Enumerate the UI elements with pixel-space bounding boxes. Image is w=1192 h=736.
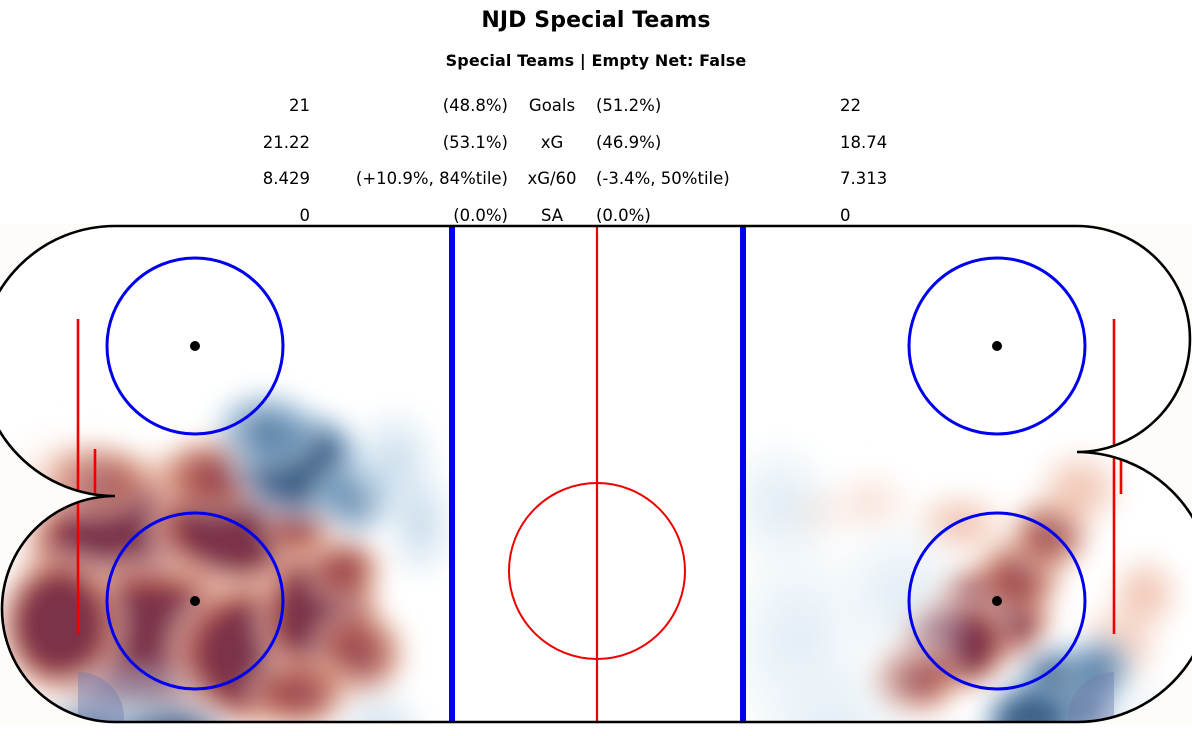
crease-right: [1068, 672, 1114, 722]
center-circle: [508, 482, 686, 660]
stat-right-value: 22: [840, 96, 861, 115]
faceoff-dot-right-bottom: [992, 596, 1002, 606]
table-row: 8.429 (+10.9%, 84%tile) xG/60 (-3.4%, 50…: [0, 161, 1192, 198]
table-row: 21 (48.8%) Goals (51.2%) 22: [0, 88, 1192, 125]
stat-left-pct: (48.8%): [442, 96, 508, 115]
stat-right-value: 18.74: [840, 132, 888, 152]
stat-left-pct: (0.0%): [453, 205, 508, 225]
page-title: NJD Special Teams: [481, 8, 711, 33]
stat-left-value: 0: [299, 205, 311, 225]
stats-table: 21 (48.8%) Goals (51.2%) 22 21.22 (53.1%…: [0, 88, 1192, 234]
stat-right-value: 0: [840, 205, 851, 225]
stat-label: Goals: [528, 96, 576, 115]
faceoff-circle-right-bottom: [907, 511, 1087, 691]
stat-right-pct: (0.0%): [596, 205, 651, 225]
stat-right-value: 7.313: [840, 169, 888, 188]
rink-boundary: [0, 224, 1192, 724]
faceoff-dot-left-bottom: [190, 596, 200, 606]
faceoff-dot-right-top: [992, 341, 1002, 351]
stat-left-value: 21: [289, 96, 310, 115]
stat-label: SA: [540, 205, 564, 225]
stat-label: xG/60: [527, 169, 577, 188]
page-subtitle: Special Teams | Empty Net: False: [445, 51, 747, 70]
stat-left-pct: (53.1%): [442, 132, 508, 152]
faceoff-circle-right-top: [907, 256, 1087, 436]
stat-left-value: 8.429: [262, 169, 310, 188]
crease-left: [78, 672, 124, 722]
table-row: 0 (0.0%) SA (0.0%) 0: [0, 198, 1192, 235]
ice-surface: [0, 226, 1192, 722]
stat-right-pct: (-3.4%, 50%tile): [596, 169, 730, 188]
stat-right-pct: (46.9%): [596, 132, 662, 152]
rink-heatmap: [0, 224, 1192, 724]
stat-label: xG: [540, 132, 564, 152]
table-row: 21.22 (53.1%) xG (46.9%) 18.74: [0, 125, 1192, 162]
faceoff-dot-left-top: [190, 341, 200, 351]
stat-right-pct: (51.2%): [596, 96, 662, 115]
faceoff-circle-left-top: [105, 256, 285, 436]
rink-svg: [0, 224, 1192, 724]
faceoff-circle-left-bottom: [105, 511, 285, 691]
stat-left-pct: (+10.9%, 84%tile): [355, 169, 508, 188]
stat-left-value: 21.22: [262, 132, 310, 152]
